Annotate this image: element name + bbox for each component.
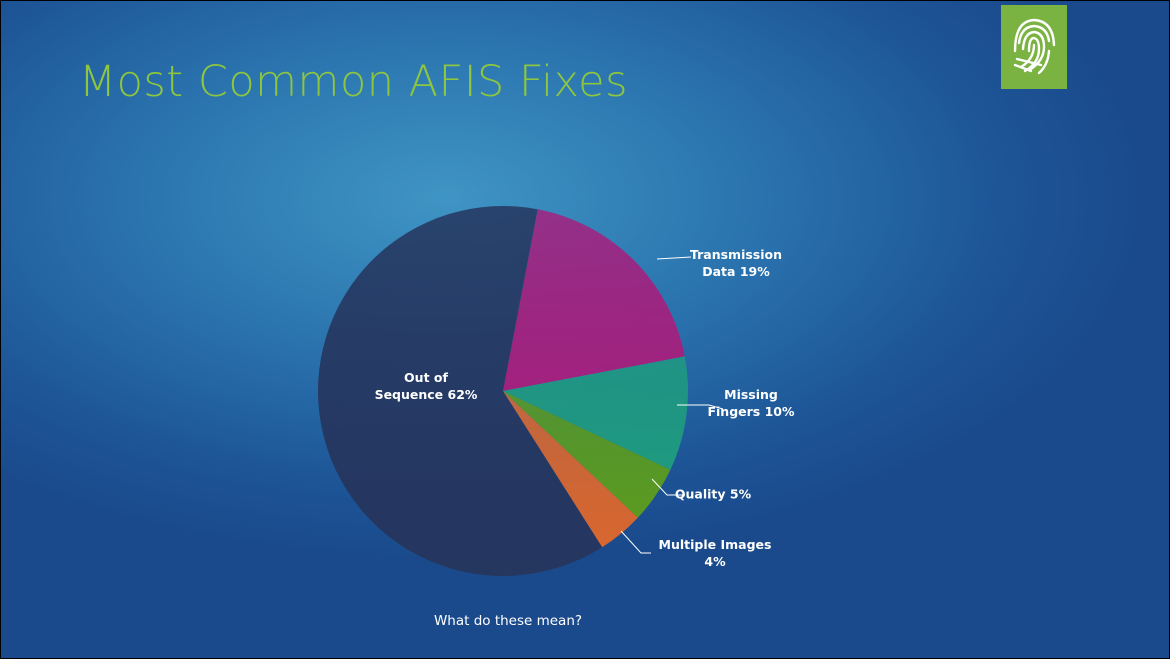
value-label: 19%: [739, 264, 770, 279]
leader-line: [656, 256, 692, 260]
category-label: Transmission Data: [689, 247, 783, 279]
value-label: 62%: [447, 387, 478, 402]
leader-line: [620, 530, 651, 554]
leader-line: [651, 478, 685, 496]
slide-title: Most Common AFIS Fixes: [79, 57, 629, 107]
fingerprint-icon: [1001, 5, 1067, 89]
category-label: Missing Fingers: [707, 387, 778, 419]
fingerprint-glyph: [1013, 18, 1056, 75]
pie-slice: [318, 205, 603, 576]
data-label: Quality 5%: [663, 486, 763, 503]
value-label: 4%: [704, 554, 726, 569]
data-label: Multiple Images 4%: [650, 536, 780, 570]
pie-slice: [503, 391, 671, 518]
data-label: Transmission Data 19%: [681, 246, 791, 280]
data-label: Missing Fingers 10%: [701, 386, 801, 420]
annotation: What do these mean?: [433, 613, 583, 629]
data-label: Out of Sequence 62%: [371, 369, 481, 403]
category-label: Out of Sequence: [374, 370, 448, 402]
category-label: Quality: [674, 486, 726, 502]
value-label: 5%: [729, 486, 752, 502]
pie-slice: [503, 356, 688, 470]
value-label: 10%: [764, 404, 795, 419]
category-label: Multiple Images: [658, 537, 772, 552]
leader-line: [677, 404, 724, 410]
pie-slice: [503, 209, 685, 391]
pie-slice: [503, 391, 638, 548]
